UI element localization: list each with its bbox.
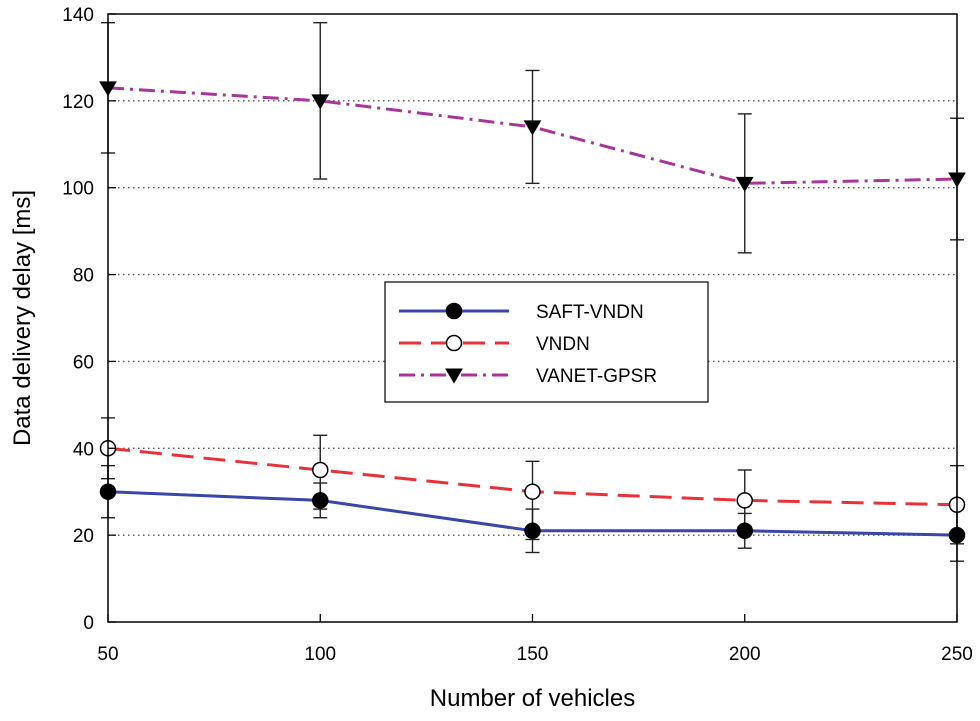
- x-tick-label-250: 250: [941, 644, 973, 665]
- data-point-vanet-gpsr-150: [523, 120, 542, 136]
- legend-label-saft-vndn: SAFT-VNDN: [536, 302, 644, 323]
- y-tick-label-40: 40: [73, 439, 94, 460]
- legend-marker-saft-vndn: [445, 302, 463, 320]
- y-tick-label-20: 20: [73, 526, 94, 547]
- y-tick-label-0: 0: [83, 613, 94, 634]
- data-point-vanet-gpsr-200: [735, 176, 754, 192]
- legend-entry-saft-vndn: SAFT-VNDN: [399, 302, 644, 323]
- legend-marker-vanet-gpsr: [445, 368, 463, 384]
- data-point-saft-vndn-150: [524, 522, 541, 540]
- data-point-vanet-gpsr-100: [311, 94, 330, 110]
- x-axis-title: Number of vehicles: [430, 685, 635, 712]
- axis-ticks: 0 20 40 60 80 100 120 140 50 100 150 200 250: [62, 5, 973, 665]
- y-tick-label-140: 140: [62, 5, 94, 26]
- data-point-saft-vndn-200: [736, 522, 753, 540]
- legend-marker-vndn: [445, 334, 463, 352]
- data-point-vndn-150: [524, 483, 541, 500]
- legend-label-vndn: VNDN: [536, 334, 590, 355]
- y-tick-label-60: 60: [73, 352, 94, 373]
- data-point-vndn-100: [312, 461, 329, 479]
- x-tick-label-100: 100: [304, 644, 336, 665]
- legend-entry-vndn: VNDN: [399, 334, 590, 355]
- x-tick-label-50: 50: [97, 644, 118, 665]
- legend-marker-symbol-vndn: [445, 334, 463, 352]
- y-tick-label-100: 100: [62, 179, 94, 200]
- gridlines: [108, 100, 957, 536]
- legend: SAFT-VNDN VNDN VANET-GPSR: [384, 281, 709, 403]
- legend-label-vanet-gpsr: VANET-GPSR: [536, 366, 657, 387]
- y-tick-label-80: 80: [73, 266, 94, 287]
- x-tick-label-150: 150: [517, 644, 549, 665]
- y-axis-title: Data delivery delay [ms]: [9, 190, 36, 446]
- data-point-vndn-200: [736, 492, 753, 509]
- y-tick-label-120: 120: [62, 92, 94, 113]
- legend-entry-vanet-gpsr: VANET-GPSR: [399, 366, 657, 387]
- legend-marker-symbol-saft-vndn: [445, 302, 463, 320]
- x-tick-label-200: 200: [729, 644, 761, 665]
- data-point-saft-vndn-100: [312, 492, 329, 509]
- legend-marker-symbol-vanet-gpsr: [445, 368, 463, 384]
